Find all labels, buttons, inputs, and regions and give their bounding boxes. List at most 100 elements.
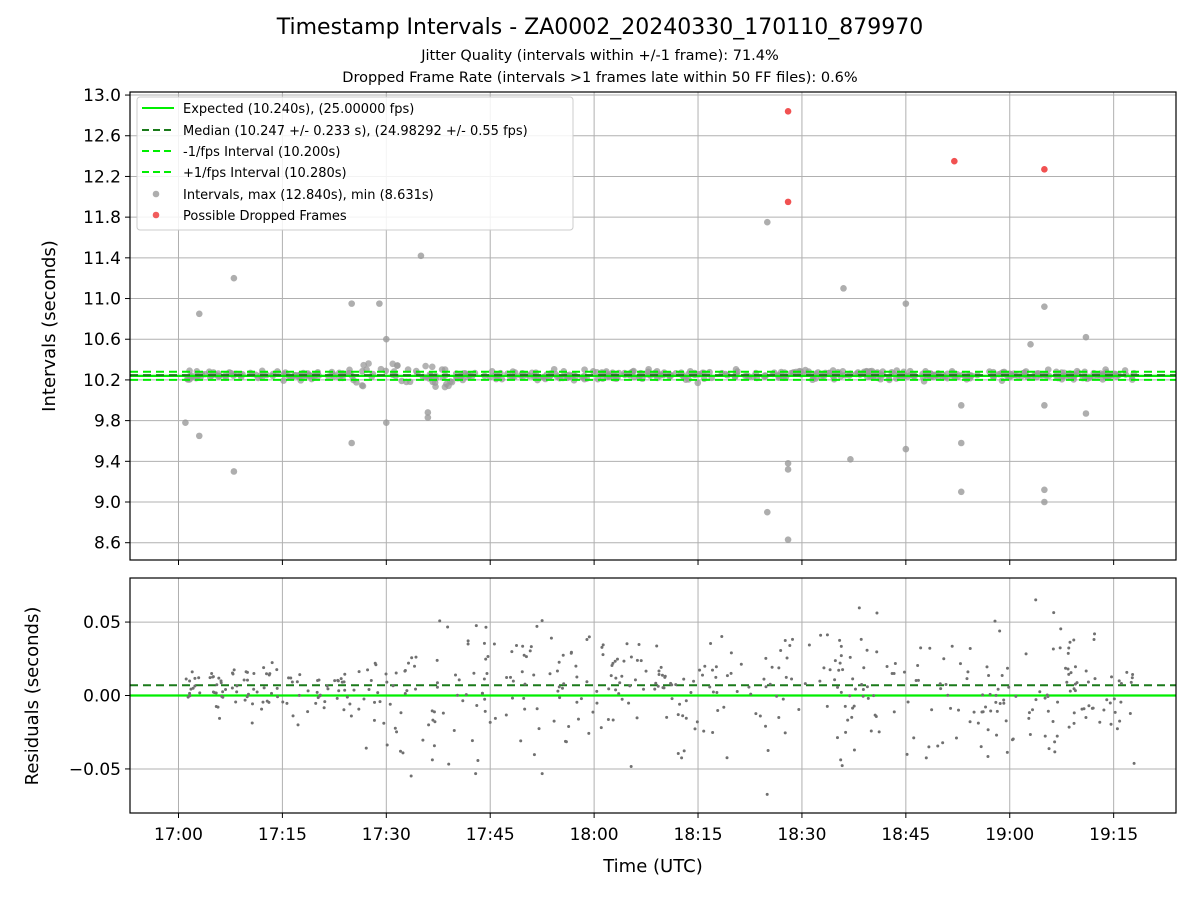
residual-point (315, 690, 319, 694)
residual-point (595, 701, 599, 705)
residual-point (260, 707, 264, 711)
residual-point (482, 677, 486, 681)
residual-point (1084, 669, 1088, 673)
residual-point (1043, 734, 1047, 738)
interval-point (1022, 368, 1030, 375)
residual-point (981, 693, 985, 697)
top-plot-frame (129, 91, 1177, 561)
residual-point (431, 718, 435, 722)
residual-point (873, 713, 877, 717)
top-y-tick-label: 12.2 (83, 167, 121, 187)
residual-point (357, 670, 361, 674)
residual-point (1045, 693, 1049, 697)
residual-point (246, 692, 250, 696)
interval-outlier-point (376, 300, 383, 307)
residual-point (245, 695, 249, 699)
legend-label-plus-fps: +1/fps Interval (10.280s) (183, 166, 347, 181)
residual-point (215, 683, 219, 687)
residual-point (461, 699, 465, 703)
residual-point (893, 662, 897, 666)
residual-point (698, 668, 702, 672)
residual-point (1051, 719, 1055, 723)
residual-point (1129, 680, 1133, 684)
residual-point (620, 697, 624, 701)
residual-point (1091, 706, 1095, 710)
residual-point (851, 677, 855, 681)
residual-point (576, 717, 580, 721)
residual-point (1084, 716, 1088, 720)
interval-outlier-point (230, 274, 238, 282)
residual-point (1034, 598, 1038, 602)
residual-point (421, 738, 425, 742)
residual-point (695, 720, 699, 724)
residual-point (231, 671, 235, 675)
residual-point (523, 707, 527, 711)
residual-point (866, 696, 870, 700)
residual-point (333, 679, 337, 683)
residual-point (532, 673, 536, 677)
interval-outlier-point (195, 432, 203, 440)
residual-point (552, 719, 556, 723)
residual-point (298, 673, 302, 677)
residual-point (711, 731, 715, 735)
residual-point (486, 654, 490, 658)
residual-point (188, 694, 192, 698)
top-dropped-points (784, 108, 1048, 206)
residual-point (676, 751, 680, 755)
residual-point (784, 675, 788, 679)
residual-point (575, 700, 579, 704)
residual-point (414, 655, 418, 659)
residual-point (555, 669, 559, 673)
residual-point (1028, 733, 1032, 737)
residual-point (211, 690, 215, 694)
residual-point (529, 645, 533, 649)
residual-point (1119, 681, 1123, 685)
residual-point (1125, 670, 1129, 674)
residual-point (839, 644, 843, 648)
residual-point (1053, 740, 1057, 744)
residual-point (457, 678, 461, 682)
residual-point (785, 656, 789, 660)
residual-point (949, 706, 953, 710)
residual-point (466, 639, 470, 643)
residual-point (916, 678, 920, 682)
residual-point (996, 687, 1000, 691)
residual-point (452, 728, 456, 732)
residual-point (522, 696, 526, 700)
residual-point (250, 721, 254, 725)
interval-point (393, 362, 401, 369)
residual-point (729, 651, 733, 655)
residual-point (783, 638, 787, 642)
residual-point (644, 669, 648, 673)
residual-point (221, 695, 225, 699)
residual-point (625, 642, 629, 646)
chart-subtitle-dropped: Dropped Frame Rate (intervals >1 frames … (342, 70, 858, 86)
residual-point (984, 705, 988, 709)
residual-point (1128, 712, 1132, 716)
residual-point (655, 644, 659, 648)
residual-point (430, 758, 434, 762)
residual-point (275, 686, 279, 690)
residual-point (362, 697, 366, 701)
residual-point (938, 682, 942, 686)
x-tick-label: 18:30 (777, 825, 826, 845)
residual-point (714, 675, 718, 679)
residual-point (869, 729, 873, 733)
residual-point (670, 697, 674, 701)
residual-point (852, 704, 856, 708)
residual-point (1051, 647, 1055, 651)
residual-point (912, 736, 916, 740)
residual-point (781, 697, 785, 701)
residual-point (714, 665, 718, 669)
residual-point (484, 657, 488, 661)
residual-point (575, 675, 579, 679)
x-tick-label: 17:15 (258, 825, 307, 845)
residual-point (349, 714, 353, 718)
residual-point (716, 708, 720, 712)
residual-point (252, 672, 256, 676)
residual-point (364, 746, 368, 750)
residual-point (591, 710, 595, 714)
top-y-tick-label: 9.0 (94, 493, 121, 513)
residual-point (1024, 652, 1028, 656)
residual-point (524, 655, 528, 659)
